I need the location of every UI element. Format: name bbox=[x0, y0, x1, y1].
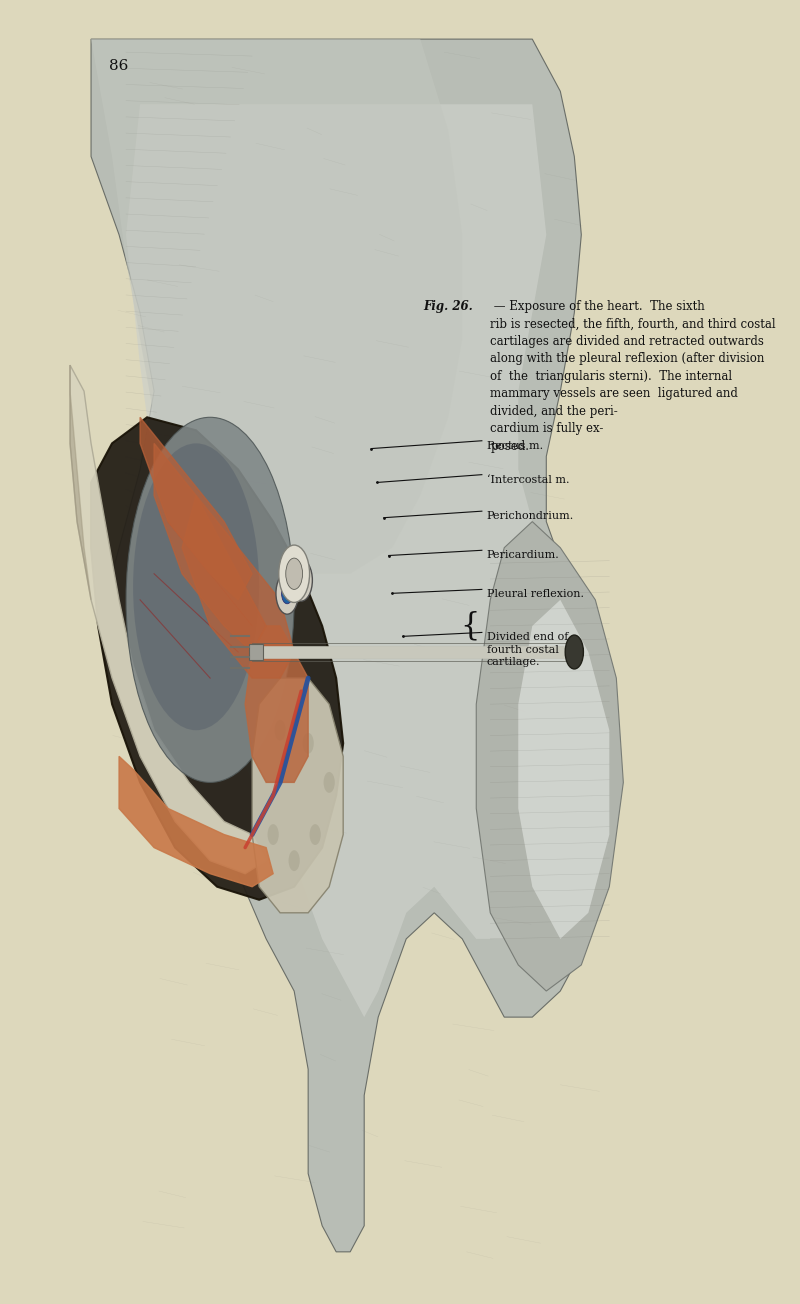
Polygon shape bbox=[249, 644, 262, 660]
Circle shape bbox=[276, 572, 298, 614]
Polygon shape bbox=[154, 443, 266, 652]
Polygon shape bbox=[252, 678, 343, 913]
Circle shape bbox=[289, 850, 300, 871]
Circle shape bbox=[278, 545, 310, 602]
Text: — Exposure of the heart.  The sixth
rib is resected, the fifth, fourth, and thir: — Exposure of the heart. The sixth rib i… bbox=[490, 300, 776, 452]
Text: Rectus m.: Rectus m. bbox=[486, 441, 543, 451]
Circle shape bbox=[290, 559, 312, 601]
Text: {: { bbox=[460, 610, 480, 642]
Circle shape bbox=[267, 824, 278, 845]
Polygon shape bbox=[126, 104, 574, 1017]
Ellipse shape bbox=[126, 417, 294, 782]
Text: Fig. 26.: Fig. 26. bbox=[424, 300, 474, 313]
Circle shape bbox=[286, 558, 302, 589]
Polygon shape bbox=[518, 600, 610, 939]
Polygon shape bbox=[91, 417, 343, 900]
Polygon shape bbox=[245, 626, 308, 782]
Circle shape bbox=[282, 583, 293, 604]
Circle shape bbox=[566, 635, 583, 669]
Circle shape bbox=[310, 824, 321, 845]
Ellipse shape bbox=[133, 443, 259, 730]
Polygon shape bbox=[91, 39, 462, 574]
Text: Perichondrium.: Perichondrium. bbox=[486, 511, 574, 522]
Circle shape bbox=[323, 772, 334, 793]
Text: Pleural reflexion.: Pleural reflexion. bbox=[486, 589, 584, 600]
Polygon shape bbox=[70, 365, 266, 874]
Text: Pericardium.: Pericardium. bbox=[486, 550, 559, 561]
Polygon shape bbox=[140, 417, 252, 600]
Text: Divided end of
fourth costal
cartilage.: Divided end of fourth costal cartilage. bbox=[486, 632, 568, 668]
Polygon shape bbox=[91, 39, 616, 1252]
Text: ‘Intercostal m.: ‘Intercostal m. bbox=[486, 475, 570, 485]
Polygon shape bbox=[119, 756, 273, 887]
Circle shape bbox=[302, 733, 314, 754]
Polygon shape bbox=[476, 522, 623, 991]
Polygon shape bbox=[70, 365, 91, 600]
Polygon shape bbox=[182, 496, 294, 678]
Text: 86: 86 bbox=[109, 59, 128, 73]
Circle shape bbox=[274, 720, 286, 741]
Circle shape bbox=[295, 570, 306, 591]
